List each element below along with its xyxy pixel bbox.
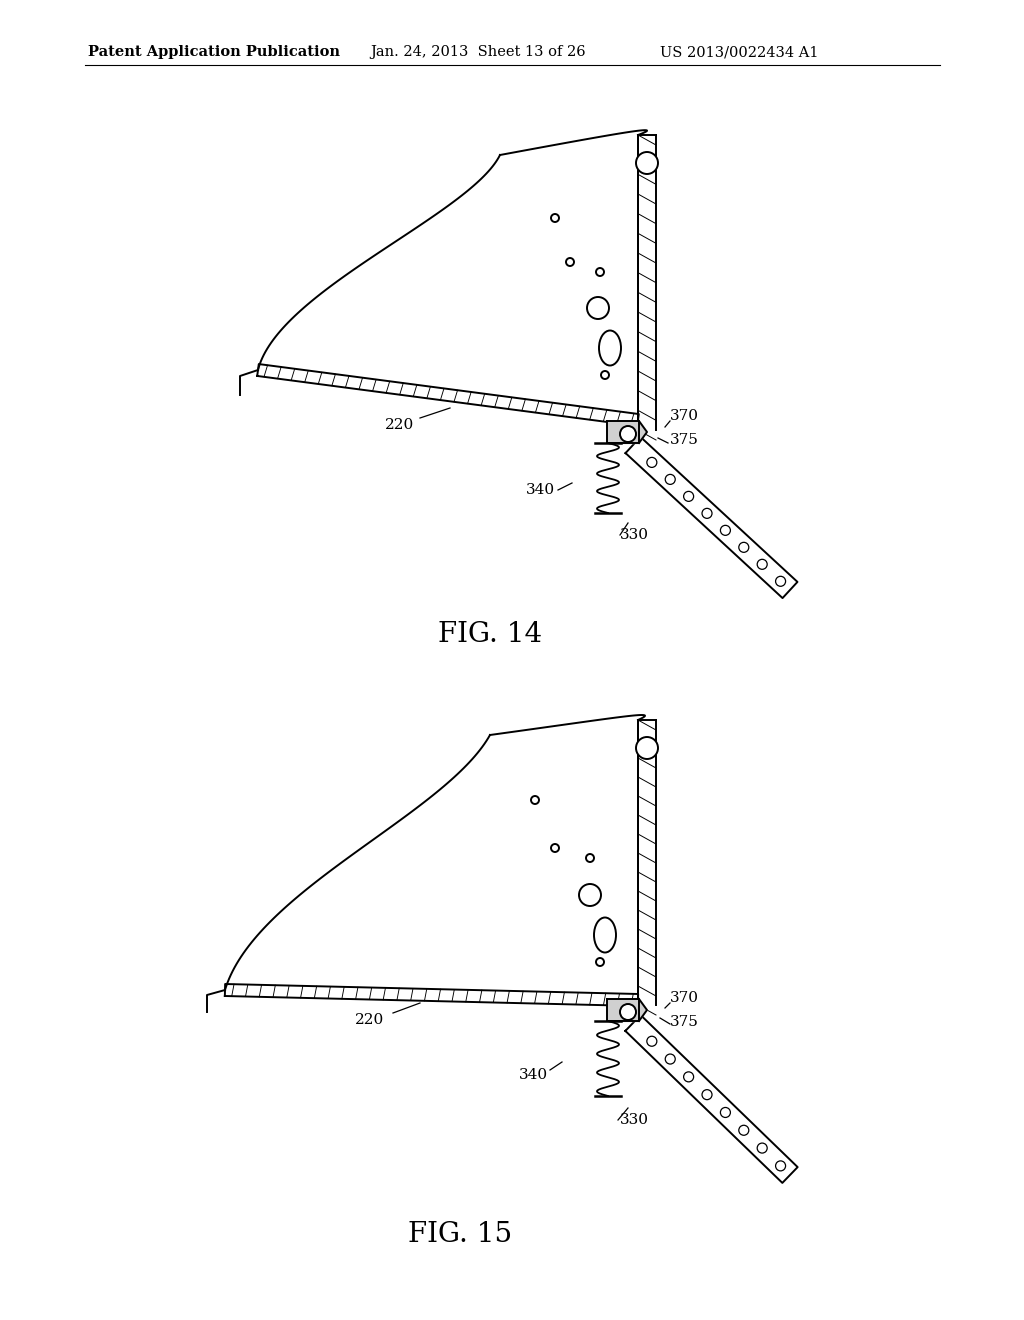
Text: FIG. 14: FIG. 14 [438, 622, 542, 648]
Circle shape [531, 796, 539, 804]
Circle shape [586, 854, 594, 862]
Circle shape [620, 426, 636, 442]
Text: 340: 340 [526, 483, 555, 498]
Polygon shape [607, 421, 639, 444]
Circle shape [702, 508, 712, 519]
Circle shape [587, 297, 609, 319]
Polygon shape [225, 715, 645, 1001]
Text: 370: 370 [670, 991, 699, 1005]
Ellipse shape [594, 917, 616, 953]
Text: Patent Application Publication: Patent Application Publication [88, 45, 340, 59]
Text: Jan. 24, 2013  Sheet 13 of 26: Jan. 24, 2013 Sheet 13 of 26 [370, 45, 586, 59]
Circle shape [647, 458, 656, 467]
Text: 340: 340 [519, 1068, 548, 1082]
Polygon shape [626, 437, 798, 598]
Circle shape [636, 737, 658, 759]
Circle shape [757, 560, 767, 569]
Text: 220: 220 [385, 418, 415, 432]
Polygon shape [225, 983, 638, 1006]
Polygon shape [639, 999, 647, 1020]
Circle shape [596, 958, 604, 966]
Circle shape [775, 1160, 785, 1171]
Circle shape [702, 1089, 712, 1100]
Text: 220: 220 [355, 1012, 384, 1027]
Circle shape [684, 1072, 693, 1082]
Ellipse shape [599, 330, 621, 366]
Text: 370: 370 [670, 409, 699, 422]
Polygon shape [258, 131, 647, 420]
Circle shape [596, 268, 604, 276]
Circle shape [601, 371, 609, 379]
Circle shape [636, 152, 658, 174]
Polygon shape [607, 999, 639, 1020]
Circle shape [647, 1036, 656, 1047]
Circle shape [579, 884, 601, 906]
Text: 330: 330 [620, 1113, 649, 1127]
Circle shape [721, 525, 730, 536]
Text: US 2013/0022434 A1: US 2013/0022434 A1 [660, 45, 818, 59]
Circle shape [775, 577, 785, 586]
Circle shape [551, 843, 559, 851]
Text: 375: 375 [670, 433, 698, 447]
Text: 330: 330 [620, 528, 649, 543]
Circle shape [738, 543, 749, 552]
Circle shape [721, 1107, 730, 1118]
Circle shape [684, 491, 693, 502]
Circle shape [738, 1125, 749, 1135]
Circle shape [666, 474, 675, 484]
Circle shape [566, 257, 574, 267]
Text: 375: 375 [670, 1015, 698, 1030]
Text: FIG. 15: FIG. 15 [408, 1221, 512, 1249]
Circle shape [666, 1055, 675, 1064]
Circle shape [620, 1005, 636, 1020]
Circle shape [757, 1143, 767, 1154]
Circle shape [551, 214, 559, 222]
Polygon shape [626, 1015, 798, 1183]
Polygon shape [257, 364, 639, 426]
Polygon shape [639, 421, 647, 444]
